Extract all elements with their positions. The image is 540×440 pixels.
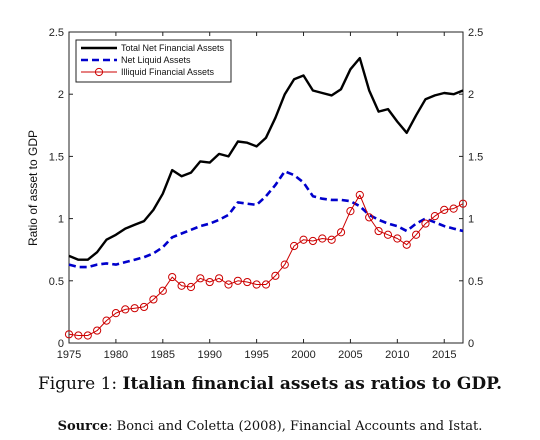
y-tick-label-left: 2 (58, 89, 64, 101)
y-tick-label-left: 1 (58, 214, 64, 226)
data-point (205, 277, 214, 287)
data-point (290, 241, 299, 251)
data-point (111, 309, 121, 318)
data-point (440, 205, 449, 214)
data-point (102, 316, 111, 325)
data-point (308, 236, 318, 246)
data-point (355, 190, 364, 200)
data-point (280, 260, 289, 269)
y-tick-label-right: 1 (468, 214, 474, 226)
data-point (449, 204, 458, 213)
figure-label: Figure 1: (37, 374, 118, 394)
data-point (430, 212, 439, 221)
data-point (318, 234, 327, 243)
x-tick-label: 2005 (338, 349, 362, 361)
data-point (383, 230, 393, 239)
data-point (139, 302, 149, 312)
data-point (196, 274, 205, 283)
data-point (64, 330, 74, 339)
data-point (411, 230, 421, 239)
data-point (214, 274, 224, 283)
data-point (336, 228, 346, 237)
y-tick-label-right: 0 (468, 338, 474, 350)
legend-label-2: Net Liquid Assets (121, 55, 191, 65)
x-tick-label: 2015 (432, 349, 456, 361)
data-point (233, 276, 242, 285)
data-point (346, 207, 355, 216)
plot-area (68, 31, 464, 344)
y-tick-label-left: 0.5 (49, 276, 64, 288)
x-tick-label: 2000 (291, 349, 315, 361)
y-tick-label-left: 1.5 (49, 151, 64, 163)
x-tick-label: 1995 (244, 349, 268, 361)
y-tick-label-right: 0.5 (468, 276, 483, 288)
series-line-3 (68, 194, 464, 336)
x-tick-label: 1990 (197, 349, 221, 361)
legend-label-1: Total Net Financial Assets (121, 43, 225, 53)
data-point (243, 277, 252, 287)
legend: Total Net Financial Assets Net Liquid Ass… (75, 39, 232, 83)
data-point (393, 234, 402, 243)
data-point (121, 305, 130, 314)
series-group (64, 56, 468, 340)
data-point (327, 235, 336, 244)
x-tick-label: 2010 (385, 349, 409, 361)
source-label: Source (57, 419, 109, 434)
axis-ticks: 1975 1980 1985 1990 1995 2000 2005 2010 2015 0 0 0.… (49, 27, 484, 361)
data-point (224, 280, 233, 289)
data-point (74, 331, 83, 340)
data-point (83, 331, 92, 340)
source-note: Source: Bonci and Coletta (2008), Financ… (0, 419, 540, 434)
data-point (365, 213, 374, 222)
y-axis-label: Ratio of asset to GDP (26, 130, 40, 246)
data-point (299, 235, 308, 244)
figure-title: Italian financial assets as ratios to GD… (122, 374, 503, 394)
x-tick-label: 1975 (57, 349, 81, 361)
y-tick-label-right: 2.5 (468, 27, 483, 39)
y-tick-label-right: 2 (468, 89, 474, 101)
data-point (93, 326, 102, 335)
y-tick-label-left: 0 (58, 338, 64, 350)
y-tick-label-left: 2.5 (49, 27, 64, 39)
y-tick-label-right: 1.5 (468, 151, 483, 163)
data-point (130, 304, 139, 313)
data-point (149, 295, 158, 304)
data-point (458, 199, 468, 208)
x-tick-label: 1980 (104, 349, 128, 361)
x-tick-label: 1985 (151, 349, 175, 361)
data-point (261, 280, 271, 289)
data-point (158, 286, 167, 295)
figure-caption: Figure 1: Italian financial assets as ra… (0, 374, 540, 394)
data-point (271, 271, 280, 280)
source-text: : Bonci and Coletta (2008), Financial Ac… (108, 419, 483, 434)
series-line-2 (68, 170, 464, 269)
legend-marker (94, 67, 104, 77)
chart-svg: 1975 1980 1985 1990 1995 2000 2005 2010 2015 0 0 0.… (26, 27, 484, 361)
data-point (177, 281, 186, 290)
data-point (252, 280, 261, 289)
data-point (186, 282, 196, 292)
data-point (374, 226, 383, 236)
data-point (421, 219, 430, 228)
data-point (402, 240, 411, 249)
data-point (168, 272, 177, 282)
series-line-1 (68, 56, 464, 261)
legend-label-3: Illiquid Financial Assets (121, 67, 215, 77)
